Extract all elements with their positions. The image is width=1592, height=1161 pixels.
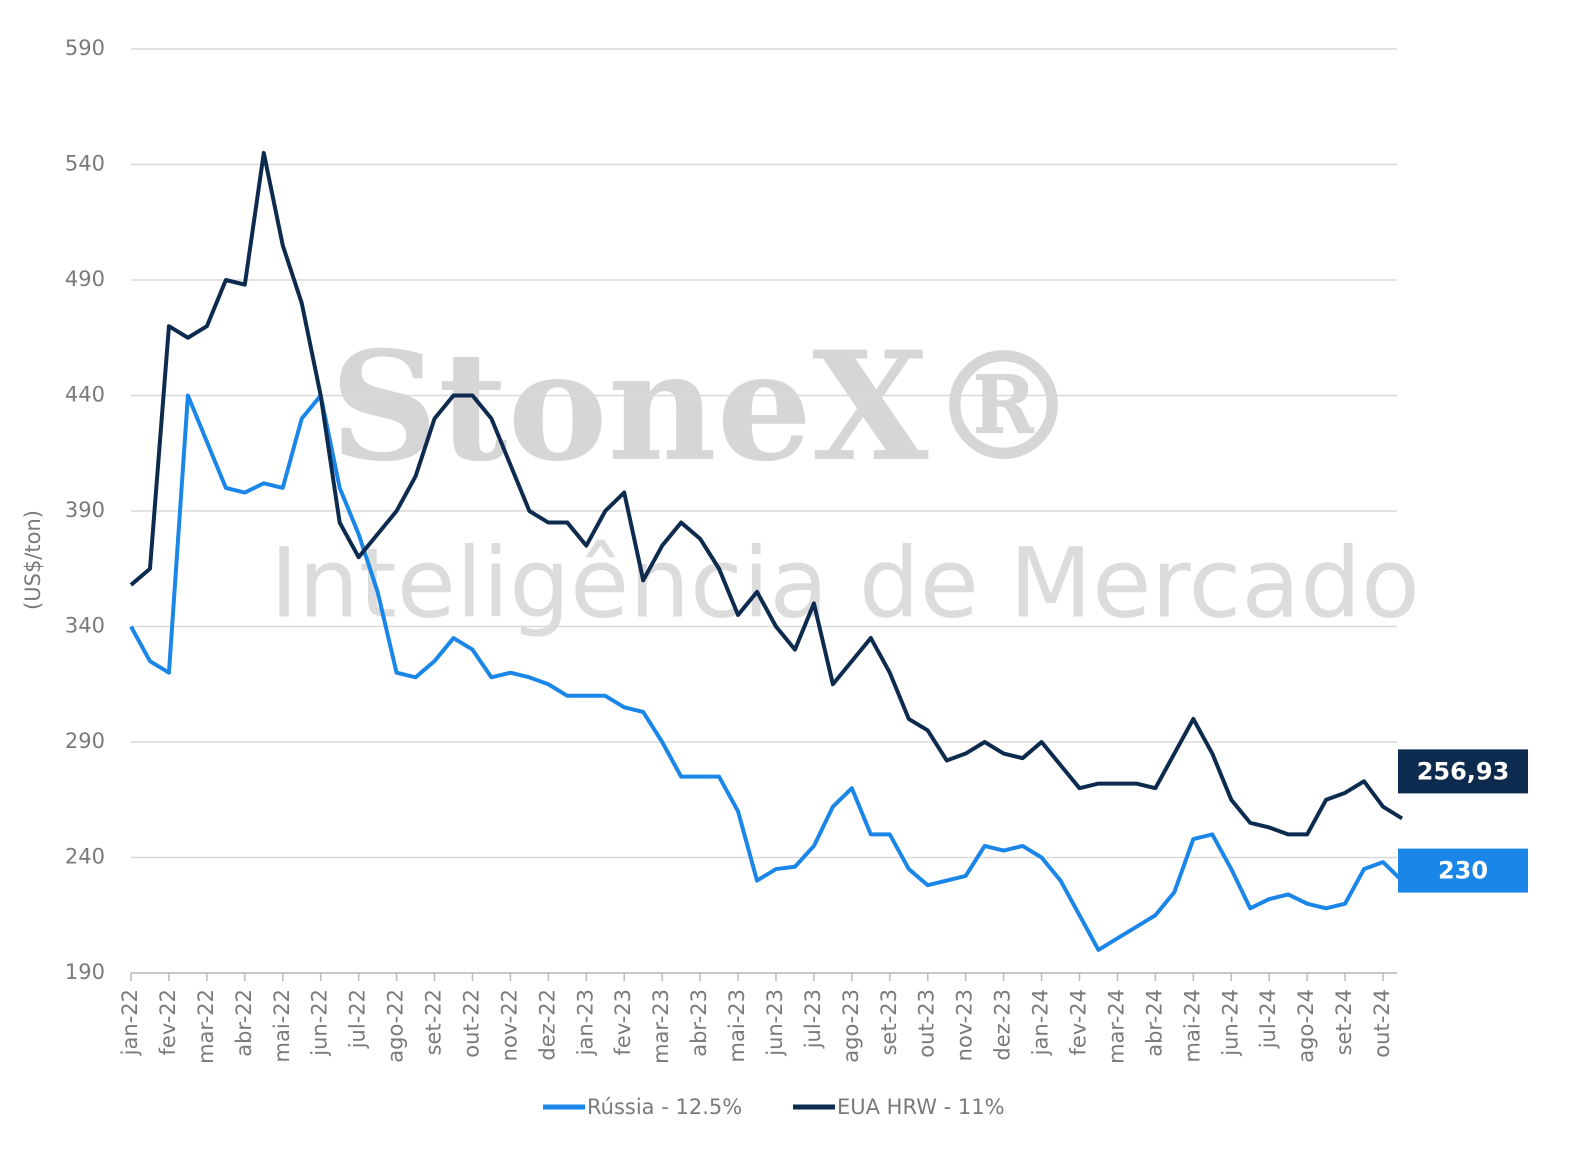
legend-label: EUA HRW - 11% <box>837 1095 1005 1119</box>
y-tick-label: 290 <box>65 729 105 753</box>
y-tick-label: 540 <box>65 152 105 176</box>
x-tick-label: mar-23 <box>649 989 673 1064</box>
x-tick-label: nov-23 <box>953 989 977 1061</box>
x-tick-label: fev-24 <box>1067 989 1091 1055</box>
x-tick-label: nov-22 <box>497 989 521 1061</box>
y-tick-label: 190 <box>65 960 105 984</box>
x-tick-label: jan-22 <box>118 989 142 1056</box>
x-tick-label: jun-24 <box>1218 989 1242 1057</box>
x-tick-label: jan-24 <box>1029 989 1053 1056</box>
x-tick-label: mar-22 <box>194 989 218 1064</box>
end-label: 230 <box>1438 857 1488 885</box>
y-tick-label: 240 <box>65 845 105 869</box>
end-label: 256,93 <box>1417 757 1510 785</box>
x-tick-label: jun-22 <box>308 989 332 1057</box>
x-tick-label: jun-23 <box>763 989 787 1057</box>
watermark: Inteligência de Mercado <box>270 527 1420 639</box>
x-tick-label: ago-23 <box>839 989 863 1063</box>
y-tick-label: 440 <box>65 383 105 407</box>
x-tick-label: jul-24 <box>1256 989 1280 1049</box>
x-tick-label: set-24 <box>1332 989 1356 1055</box>
y-tick-label: 340 <box>65 614 105 638</box>
y-tick-label: 590 <box>65 36 105 60</box>
x-tick-label: ago-22 <box>384 989 408 1063</box>
y-tick-label: 390 <box>65 498 105 522</box>
x-tick-label: ago-24 <box>1294 989 1318 1063</box>
x-tick-label: abr-22 <box>232 989 256 1057</box>
x-tick-label: fev-23 <box>611 989 635 1055</box>
x-tick-label: set-23 <box>877 989 901 1055</box>
legend-label: Rússia - 12.5% <box>587 1095 742 1119</box>
x-tick-label: jul-22 <box>346 989 370 1049</box>
line <box>129 150 1404 837</box>
x-tick-label: dez-23 <box>991 989 1015 1061</box>
x-tick-label: jan-23 <box>573 989 597 1056</box>
end-label-box <box>1398 848 1528 893</box>
x-tick-label: abr-23 <box>687 989 711 1057</box>
y-axis-label: (US$/ton) <box>21 510 45 610</box>
y-tick-label: 490 <box>65 267 105 291</box>
x-tick-label: out-22 <box>459 989 483 1058</box>
x-tick-label: out-24 <box>1370 989 1394 1058</box>
x-tick-label: mar-24 <box>1104 989 1128 1064</box>
end-label-box <box>1398 749 1528 794</box>
watermark: StoneX® <box>330 319 1079 495</box>
x-tick-label: fev-22 <box>156 989 180 1055</box>
x-tick-label: jul-23 <box>801 989 825 1049</box>
x-tick-label: mai-24 <box>1180 989 1204 1062</box>
line <box>129 393 1404 952</box>
x-tick-label: out-23 <box>915 989 939 1058</box>
x-tick-label: mai-22 <box>270 989 294 1062</box>
x-tick-label: abr-24 <box>1142 989 1166 1057</box>
x-tick-label: mai-23 <box>725 989 749 1062</box>
x-tick-label: dez-22 <box>535 989 559 1061</box>
x-tick-label: set-22 <box>422 989 446 1055</box>
